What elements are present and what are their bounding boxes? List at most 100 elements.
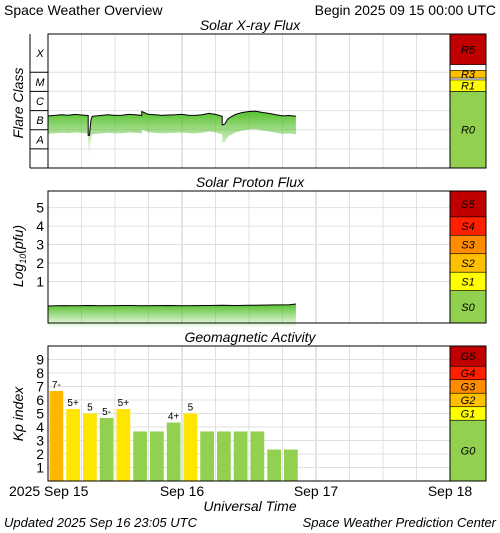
class-label-B: B: [36, 115, 43, 127]
panel-frames: [47, 33, 487, 482]
xray-flux-series: [47, 110, 296, 137]
radiation-storm-scale: S5 S4 S3 S2 S1 S0: [449, 190, 487, 324]
updated-time: Updated 2025 Sep 16 23:05 UTC: [4, 515, 198, 530]
x-tick-label: 2025 Sep 15: [9, 483, 89, 499]
kp-bar: [66, 409, 80, 481]
x-tick-label: Sep 17: [294, 483, 339, 499]
x-axis-tick-labels: 2025 Sep 15 Sep 16 Sep 17 Sep 18: [9, 483, 472, 499]
kp-bar-label: 5+: [118, 398, 130, 409]
kp-tick-label: 9: [36, 352, 44, 368]
kp-bars: [49, 390, 298, 481]
kp-bar-labels: 7- 5+ 5 5- 5+ 4+ 5: [52, 380, 194, 423]
proton-panel-title: Solar Proton Flux: [196, 174, 305, 190]
series-fill-area: [48, 304, 296, 328]
kp-grid: [48, 346, 450, 481]
kp-tick-label: 3: [36, 433, 44, 449]
panel-frame: [47, 345, 487, 482]
proton-flux-series: [47, 303, 296, 307]
kp-bar-label: 7-: [52, 380, 61, 391]
kp-tick-label: 5: [36, 406, 44, 422]
class-label-A: A: [35, 134, 43, 146]
x-tick-label: Sep 16: [160, 483, 205, 499]
scale-label: S5: [461, 199, 475, 211]
begin-time: Begin 2025 09 15 00:00 UTC: [315, 2, 496, 18]
kp-tick-label: 6: [36, 392, 44, 408]
kp-bar: [49, 390, 64, 481]
kp-tick-label: 8: [36, 365, 44, 381]
proton-grid: [48, 191, 450, 323]
proton-tick-label: 5: [36, 200, 44, 216]
scale-label: G2: [461, 395, 476, 407]
class-label-C: C: [36, 96, 44, 108]
proton-flux-fill: [48, 304, 296, 328]
kp-bar-label: 5: [87, 403, 93, 414]
kp-bar: [233, 431, 248, 481]
scale-label: G5: [461, 351, 477, 363]
kp-bar: [116, 409, 131, 481]
xray-flux-fill: [48, 111, 296, 154]
xray-y-axis-title: Flare Class: [10, 68, 26, 139]
proton-y-axis-title-tail: (pfu): [10, 225, 26, 254]
kp-y-axis-title: Kp index: [10, 386, 26, 441]
series-line: [47, 110, 296, 137]
scale-label: S0: [461, 302, 475, 314]
geomag-panel-title: Geomagnetic Activity: [185, 329, 317, 345]
scale-label: R0: [461, 125, 476, 137]
kp-bar: [150, 431, 164, 481]
scale-cell: [449, 91, 487, 169]
class-label-X: X: [35, 48, 44, 60]
kp-bar: [99, 417, 114, 481]
scale-label: R5: [461, 44, 476, 56]
kp-bar-label: 4+: [168, 412, 180, 423]
kp-bar: [133, 431, 147, 481]
xray-grid: [48, 34, 450, 168]
kp-tick-label: 7: [36, 379, 44, 395]
kp-bar: [284, 449, 298, 481]
kp-bar: [250, 431, 265, 481]
scale-label: R3: [461, 69, 476, 81]
series-fill-area: [48, 111, 296, 154]
proton-tick-label: 4: [36, 218, 44, 234]
x-axis-title: Universal Time: [203, 498, 296, 514]
scale-label: G0: [461, 446, 477, 458]
kp-bar: [166, 422, 181, 481]
scale-label: G4: [461, 368, 476, 380]
x-tick-label: Sep 18: [428, 483, 473, 499]
panel-frame: [47, 190, 487, 324]
scale-label: G1: [461, 409, 476, 421]
kp-bar: [183, 413, 198, 481]
prediction-center: Space Weather Prediction Center: [303, 515, 497, 530]
proton-tick-label: 1: [36, 273, 44, 289]
proton-y-axis-title: Log10(pfu): [10, 225, 28, 287]
class-label-M: M: [35, 77, 45, 89]
scale-label: S3: [461, 240, 475, 252]
proton-tick-label: 3: [36, 237, 44, 253]
kp-tick-label: 4: [36, 419, 44, 435]
panel-frame: [47, 33, 487, 169]
scale-cell: [449, 33, 487, 65]
proton-y-axis-title-main: Log: [10, 264, 26, 288]
kp-bar-label: 5-: [102, 407, 111, 418]
kp-bar: [267, 449, 281, 481]
scale-label: S4: [461, 221, 474, 233]
proton-tick-label: 2: [36, 255, 44, 271]
scale-label: S1: [461, 276, 474, 288]
scale-label: S2: [461, 258, 474, 270]
scale-label: R1: [461, 81, 475, 93]
kp-bar: [217, 431, 231, 481]
kp-bar: [200, 431, 214, 481]
kp-tick-label: 1: [36, 460, 44, 476]
xray-panel-title: Solar X-ray Flux: [200, 17, 301, 33]
page-title: Space Weather Overview: [4, 2, 163, 18]
scale-label: G3: [461, 382, 477, 394]
proton-y-ticks: 1 2 3 4 5: [36, 200, 44, 290]
kp-bar: [83, 413, 97, 481]
series-line: [47, 303, 296, 307]
kp-bar-label: 5: [188, 403, 194, 414]
kp-tick-label: 2: [36, 446, 44, 462]
proton-y-axis-title-sub: 10: [18, 254, 28, 264]
